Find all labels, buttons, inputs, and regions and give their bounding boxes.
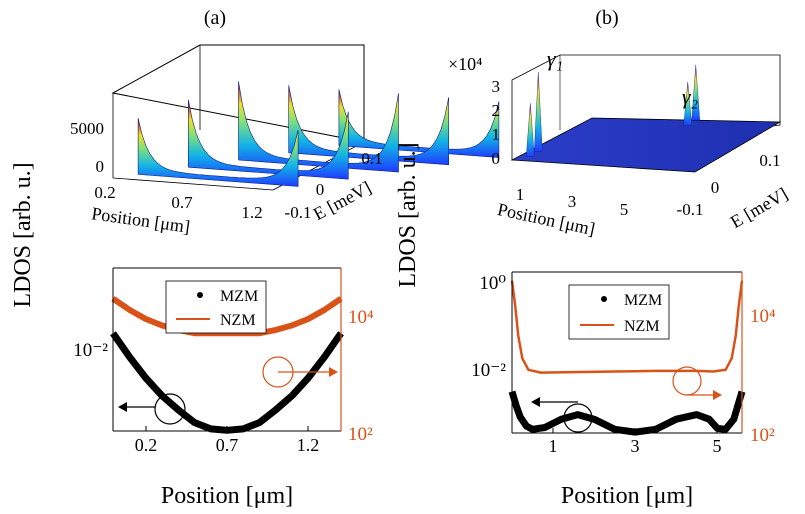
panel-a-etick-1: 0 (316, 180, 325, 199)
panel-b-2d-ytick-right-0: 10² (750, 425, 775, 446)
panel-a-xtick-1: 0.7 (171, 193, 193, 212)
panel-a-2d-xtick-1: 0.7 (216, 435, 239, 455)
panel-a-legend-box (165, 280, 267, 334)
panel-b-ztick-2: 2 (492, 101, 501, 120)
panel-a-2d-plot: 0.2 0.7 1.2 Position [μm] 10⁻² 10² 10⁴ M… (73, 267, 374, 509)
panel-b-peak-0-0 (526, 103, 535, 157)
panel-b-2d-ytick-right-1: 10⁴ (750, 306, 776, 327)
panel-b-ztick-1: 1 (492, 125, 501, 144)
panel-b-2d-xtick-1: 3 (631, 436, 640, 456)
panel-a-2d-xtick-2: 1.2 (297, 435, 320, 455)
panel-a-ridges (137, 81, 500, 187)
panel-a-title: (a) (204, 7, 226, 29)
panel-b-legend-box (568, 284, 670, 340)
panel-a-ztick-0: 0 (96, 157, 105, 176)
panel-a-ylabel: LDOS [arb. u.] (10, 162, 36, 307)
panel-a-xtick-0: 0.2 (94, 183, 115, 202)
panel-b-etick-1: 0 (711, 178, 720, 197)
panel-a-etick-2: 0.1 (361, 149, 382, 168)
panel-a-mzm-arrowhead (118, 402, 127, 412)
panel-b-peak-1-1 (691, 64, 700, 121)
panel-b-floor (510, 117, 782, 173)
panel-a-2d-ytick-left-0: 10⁻² (73, 340, 108, 361)
panel-b-peak-0-1 (534, 71, 543, 152)
panel-b-2d-xlabel: Position [μm] (561, 483, 693, 509)
panel-b-ztick-0: 0 (492, 149, 501, 168)
panel-a-ridge-1 (288, 85, 450, 166)
panel-b-annotation-gamma2: γ₂ (682, 84, 699, 109)
panel-b-legend-mzm-marker (601, 296, 607, 302)
panel-a-ridge-0 (338, 89, 500, 158)
panel-b-xlabel: Position [μm] (496, 199, 597, 239)
panel-a-legend-mzm: MZM (220, 288, 258, 305)
panel-b-2d-series (508, 280, 746, 436)
panel-b-title: (b) (595, 7, 618, 29)
panel-b-2d-ytick-left-1: 10⁰ (479, 273, 506, 294)
panel-a-legend: MZM NZM (165, 280, 267, 334)
panel-a-bottom-edge (112, 177, 274, 191)
series-mzm-line (508, 390, 746, 436)
panel-b-annotation-gamma1: γ₁ (547, 46, 563, 71)
panel-b-2d-xtick-2: 5 (713, 436, 722, 456)
panel-a-ztick-5000: 5000 (70, 119, 104, 138)
panel-a-3d-surface: (a) 0 5000 0.2 0.7 1.2 -0.1 0 0.1 Positi… (70, 7, 500, 237)
panel-b-elabel: E [meV] (727, 184, 791, 233)
panel-b-legend: MZM NZM (568, 284, 670, 340)
panel-b-etick-2: 0.1 (759, 151, 780, 170)
panel-a-2d-xlabel: Position [μm] (161, 483, 293, 509)
panel-a-ridge-4 (137, 118, 299, 187)
panel-b-2d-ytick-left-0: 10⁻² (471, 360, 506, 381)
panel-a-legend-nzm: NZM (220, 312, 256, 329)
panel-b-legend-nzm: NZM (624, 318, 660, 335)
panel-a-ridge-3 (188, 99, 349, 180)
panel-b-xtick-1: 3 (568, 192, 577, 211)
panel-a-ridge-2 (238, 81, 399, 173)
panel-b-legend-mzm: MZM (624, 292, 662, 309)
panel-a-mzm-circle (154, 393, 186, 425)
panel-b-2d-plot: 1 3 5 Position [μm] 10⁻² 10⁰ 10² 10⁴ MZM… (471, 271, 776, 509)
series-nzm-line (510, 280, 744, 374)
panel-a-etick-0: -0.1 (285, 203, 312, 222)
panel-b-ylabel: LDOS [arb. u.] (395, 142, 421, 287)
panel-a-nzm-arrowhead (329, 367, 338, 377)
panel-b-3d-surface: (b) ×10⁴ γ₁ γ₂ 3 2 1 0 1 3 5 -0.1 0 0.1 … (448, 7, 791, 239)
panel-b-nzm-arrowhead (713, 390, 722, 400)
panel-a-xtick-2: 1.2 (241, 203, 262, 222)
panel-b-peak-1-0 (683, 81, 692, 126)
panel-a-legend-mzm-marker (197, 292, 203, 298)
panel-b-ztick-3: 3 (492, 77, 501, 96)
panel-b-peaks (526, 64, 700, 157)
panel-a-2d-ytick-right-0: 10² (348, 424, 373, 445)
panel-b-zscale: ×10⁴ (448, 54, 482, 74)
panel-b-mzm-circle (563, 403, 593, 433)
panel-b-etick-0: -0.1 (677, 200, 704, 219)
panel-a-2d-ytick-right-1: 10⁴ (348, 307, 374, 328)
panel-a-2d-xtick-0: 0.2 (135, 435, 158, 455)
panel-b-mzm-arrowhead (531, 397, 540, 407)
panel-b-xtick-0: 1 (516, 185, 525, 204)
panel-b-xtick-2: 5 (620, 200, 629, 219)
panel-b-2d-xtick-0: 1 (549, 436, 558, 456)
